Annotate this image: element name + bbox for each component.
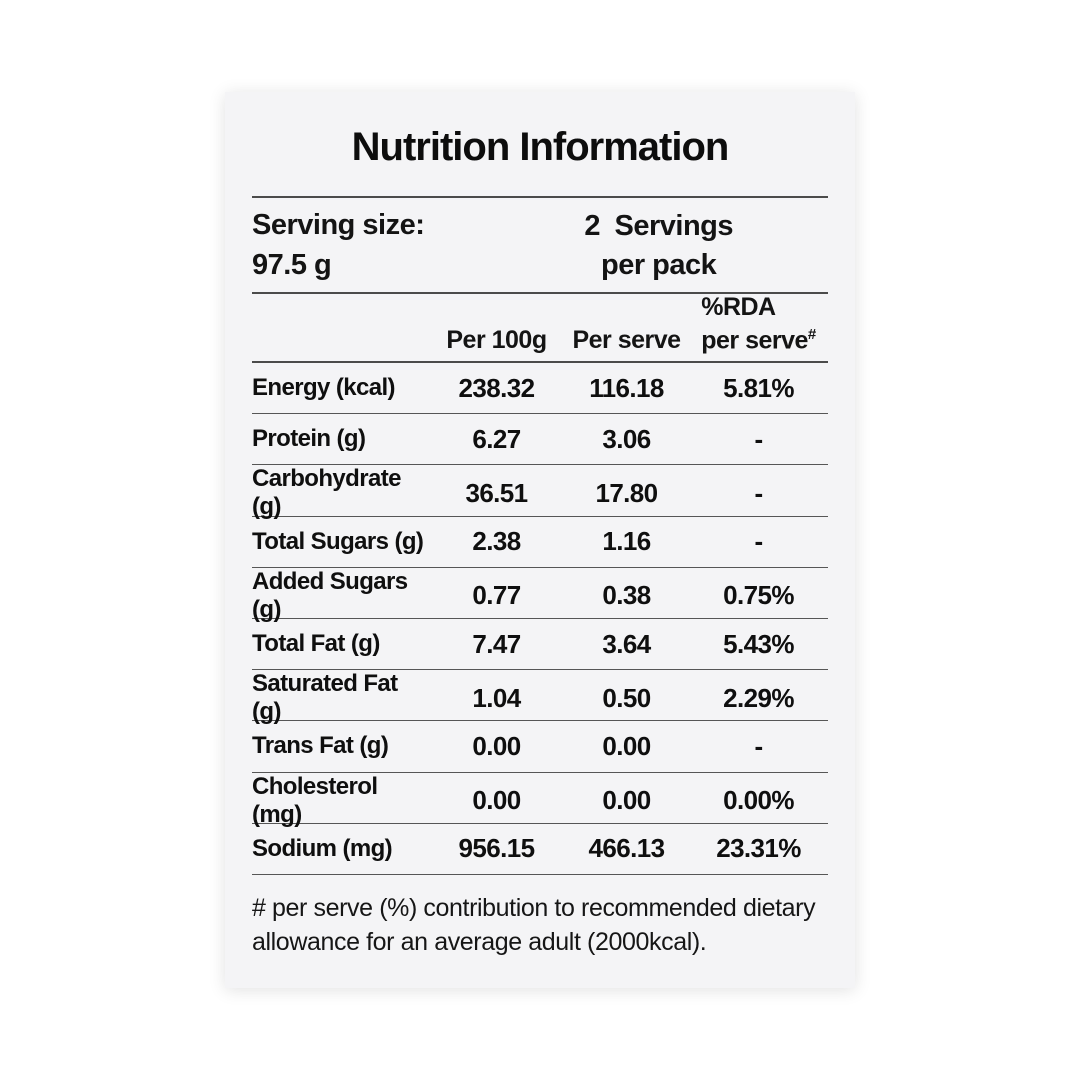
nutrient-name: Cholesterol (mg) — [252, 772, 378, 828]
table-row: Sodium (mg) 956.15 466.13 23.31% — [252, 824, 828, 875]
title-divider — [252, 196, 828, 198]
nutrient-name: Sodium (mg) — [252, 834, 393, 862]
value-per-100g: 0.77 — [472, 580, 521, 611]
servings-per-pack-block: 2 Servings per pack — [584, 206, 733, 284]
footnote-marker: # — [807, 326, 816, 343]
value-rda-per-serve: - — [754, 477, 763, 508]
table-row: Saturated Fat (g) 1.04 0.50 2.29% — [252, 670, 828, 725]
value-per-serve: 17.80 — [595, 477, 658, 508]
servings-count: 2 Servings — [584, 210, 733, 242]
table-row: Energy (kcal) 238.32 116.18 5.81% — [252, 363, 828, 415]
nutrient-name: Total Sugars (g) — [252, 527, 424, 555]
value-rda-per-serve: 5.81% — [723, 372, 794, 403]
table-row: Total Fat (g) 7.47 3.64 5.43% — [252, 619, 828, 671]
footnote-text: # per serve (%) contribution to recommen… — [252, 893, 816, 956]
nutrient-name: Energy (kcal) — [252, 374, 396, 402]
value-per-serve: 3.06 — [602, 423, 651, 454]
nutrient-name: Total Fat (g) — [252, 630, 380, 658]
value-per-serve: 1.16 — [602, 526, 651, 557]
table-row: Carbohydrate (g) 36.51 17.80 - — [252, 465, 828, 520]
serving-size-label: Serving size: — [252, 209, 425, 241]
table-row: Protein (g) 6.27 3.06 - — [252, 414, 828, 466]
nutrient-name: Carbohydrate (g) — [252, 465, 401, 521]
nutrition-title: Nutrition Information — [351, 125, 730, 169]
column-header-per-serve: Per serve — [572, 326, 681, 355]
nutrition-label-card: Nutrition Information Serving size: 97.5… — [225, 92, 855, 988]
nutrition-table-body: Energy (kcal) 238.32 116.18 5.81% Protei… — [252, 363, 828, 875]
value-rda-per-serve: 23.31% — [716, 833, 801, 864]
value-per-100g: 36.51 — [465, 477, 528, 508]
value-per-serve: 3.64 — [602, 628, 651, 659]
value-rda-per-serve: - — [754, 730, 763, 761]
value-per-serve: 0.00 — [602, 785, 651, 815]
value-rda-per-serve: 2.29% — [723, 682, 794, 713]
nutrient-name: Added Sugars (g) — [252, 567, 408, 623]
value-per-100g: 1.04 — [472, 682, 521, 713]
column-header-per-100g: Per 100g — [446, 326, 547, 355]
table-row: Trans Fat (g) 0.00 0.00 - — [252, 721, 828, 773]
table-header-row: Per 100g Per serve %RDA per serve# — [252, 294, 828, 363]
serving-size-block: Serving size: 97.5 g — [252, 205, 425, 285]
value-per-100g: 0.00 — [472, 785, 521, 815]
servings-per-pack-text: per pack — [601, 249, 717, 281]
table-row: Total Sugars (g) 2.38 1.16 - — [252, 517, 828, 568]
value-per-100g: 6.27 — [472, 423, 521, 454]
value-per-serve: 0.38 — [602, 580, 651, 611]
column-header-rda: %RDA per serve# — [689, 294, 828, 354]
nutrient-name: Trans Fat (g) — [252, 732, 389, 760]
table-row: Cholesterol (mg) 0.00 0.00 0.00% — [252, 773, 828, 828]
value-per-100g: 2.38 — [472, 526, 521, 557]
serving-size-value: 97.5 g — [252, 249, 332, 281]
nutrient-name: Saturated Fat (g) — [252, 670, 398, 726]
value-per-100g: 238.32 — [458, 372, 536, 403]
value-per-serve: 466.13 — [588, 833, 666, 864]
column-header-rda-text: %RDA per serve# — [701, 293, 816, 355]
value-rda-per-serve: - — [754, 526, 763, 557]
nutrient-name: Protein (g) — [252, 425, 366, 453]
value-per-serve: 0.00 — [602, 730, 651, 761]
value-rda-per-serve: 5.43% — [723, 628, 794, 659]
value-rda-per-serve: 0.00% — [723, 785, 794, 815]
value-per-100g: 956.15 — [458, 833, 536, 864]
value-per-serve: 116.18 — [589, 372, 664, 403]
serving-info-row: Serving size: 97.5 g 2 Servings per pack — [252, 198, 828, 294]
value-per-100g: 0.00 — [472, 730, 521, 761]
value-rda-per-serve: 0.75% — [723, 580, 794, 611]
table-row: Added Sugars (g) 0.77 0.38 0.75% — [252, 568, 828, 623]
value-per-100g: 7.47 — [472, 628, 521, 659]
value-per-serve: 0.50 — [602, 682, 651, 713]
value-rda-per-serve: - — [754, 423, 763, 454]
